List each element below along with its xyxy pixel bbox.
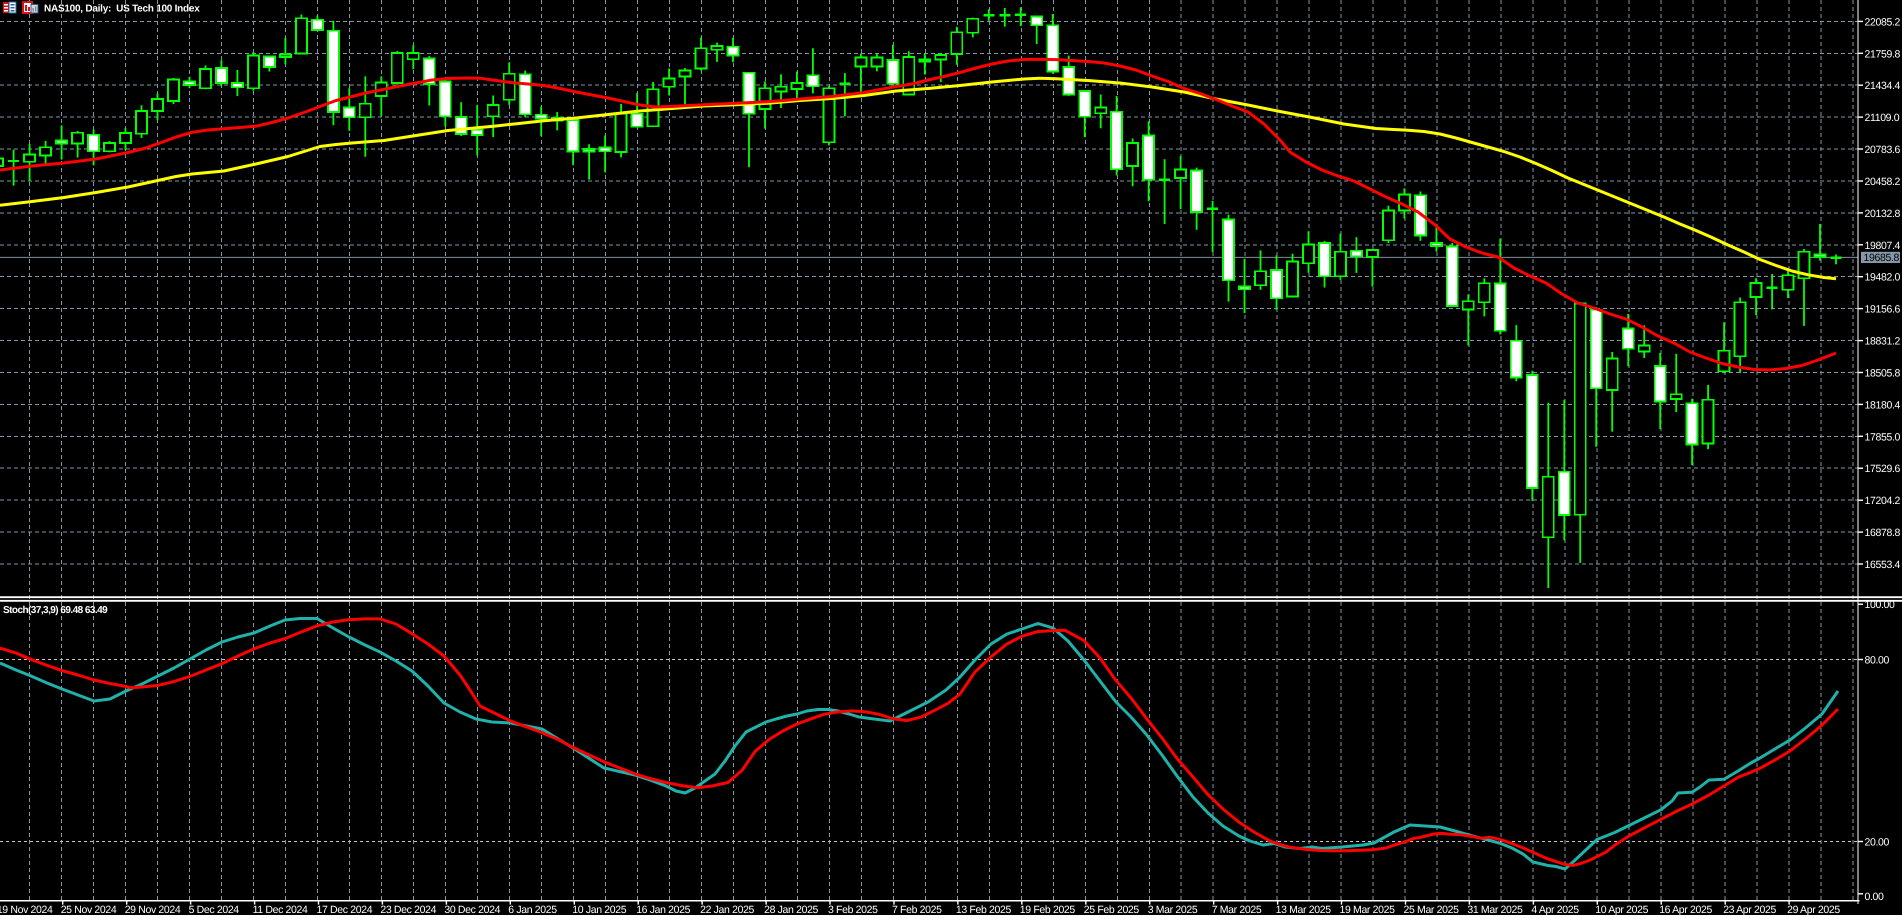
svg-text:23 Dec 2024: 23 Dec 2024 (380, 904, 436, 915)
svg-text:17855.0: 17855.0 (1865, 431, 1901, 443)
svg-text:18831.2: 18831.2 (1865, 336, 1901, 348)
svg-text:4 Apr 2025: 4 Apr 2025 (1531, 904, 1579, 915)
svg-text:7 Feb 2025: 7 Feb 2025 (892, 904, 942, 915)
svg-text:20132.8: 20132.8 (1865, 208, 1901, 220)
svg-text:13 Mar 2025: 13 Mar 2025 (1276, 904, 1332, 915)
svg-text:16553.4: 16553.4 (1865, 559, 1901, 571)
svg-text:29 Nov 2024: 29 Nov 2024 (125, 904, 181, 915)
svg-text:25 Mar 2025: 25 Mar 2025 (1404, 904, 1460, 915)
svg-text:17204.2: 17204.2 (1865, 495, 1901, 507)
svg-text:NAS100, Daily: US Tech 100 In: NAS100, Daily: US Tech 100 Index (44, 4, 200, 15)
svg-text:11 Dec 2024: 11 Dec 2024 (253, 904, 308, 915)
svg-text:10 Jan 2025: 10 Jan 2025 (572, 904, 626, 915)
svg-text:7 Mar 2025: 7 Mar 2025 (1212, 904, 1262, 915)
svg-text:19807.4: 19807.4 (1865, 240, 1901, 252)
svg-text:30 Dec 2024: 30 Dec 2024 (444, 904, 500, 915)
svg-text:19685.8: 19685.8 (1864, 252, 1900, 264)
svg-text:3 Feb 2025: 3 Feb 2025 (828, 904, 878, 915)
svg-text:0.00: 0.00 (1865, 891, 1885, 903)
svg-text:10 Apr 2025: 10 Apr 2025 (1595, 904, 1648, 915)
svg-text:31 Mar 2025: 31 Mar 2025 (1467, 904, 1523, 915)
svg-text:21434.4: 21434.4 (1865, 80, 1901, 92)
svg-text:17529.6: 17529.6 (1865, 463, 1901, 475)
svg-text:Stoch(37,3,9) 69.48 63.49: Stoch(37,3,9) 69.48 63.49 (3, 605, 108, 616)
svg-text:19 Feb 2025: 19 Feb 2025 (1020, 904, 1076, 915)
svg-text:28 Jan 2025: 28 Jan 2025 (764, 904, 818, 915)
svg-text:19 Mar 2025: 19 Mar 2025 (1340, 904, 1396, 915)
svg-text:6 Jan 2025: 6 Jan 2025 (508, 904, 557, 915)
svg-text:29 Apr 2025: 29 Apr 2025 (1787, 904, 1840, 915)
svg-text:17 Dec 2024: 17 Dec 2024 (317, 904, 373, 915)
svg-text:23 Apr 2025: 23 Apr 2025 (1723, 904, 1776, 915)
svg-text:19 Nov 2024: 19 Nov 2024 (0, 904, 53, 915)
svg-text:19156.6: 19156.6 (1865, 304, 1901, 316)
svg-text:5 Dec 2024: 5 Dec 2024 (189, 904, 240, 915)
svg-text:100.00: 100.00 (1865, 599, 1896, 611)
svg-text:25 Feb 2025: 25 Feb 2025 (1084, 904, 1140, 915)
svg-text:21759.8: 21759.8 (1865, 48, 1901, 60)
svg-text:80.00: 80.00 (1865, 655, 1890, 667)
svg-text:18505.8: 18505.8 (1865, 368, 1901, 380)
svg-text:13 Feb 2025: 13 Feb 2025 (956, 904, 1012, 915)
svg-text:22085.2: 22085.2 (1865, 16, 1901, 28)
svg-text:19482.0: 19482.0 (1865, 272, 1901, 284)
svg-text:20783.6: 20783.6 (1865, 144, 1901, 156)
svg-text:20.00: 20.00 (1865, 837, 1890, 849)
svg-text:16878.8: 16878.8 (1865, 527, 1901, 539)
svg-text:22 Jan 2025: 22 Jan 2025 (700, 904, 754, 915)
svg-text:16 Jan 2025: 16 Jan 2025 (636, 904, 690, 915)
svg-text:16 Apr 2025: 16 Apr 2025 (1659, 904, 1712, 915)
svg-text:20458.2: 20458.2 (1865, 176, 1901, 188)
svg-text:21109.0: 21109.0 (1865, 112, 1900, 124)
svg-text:18180.4: 18180.4 (1865, 399, 1901, 411)
svg-text:25 Nov 2024: 25 Nov 2024 (61, 904, 117, 915)
svg-text:3 Mar 2025: 3 Mar 2025 (1148, 904, 1198, 915)
